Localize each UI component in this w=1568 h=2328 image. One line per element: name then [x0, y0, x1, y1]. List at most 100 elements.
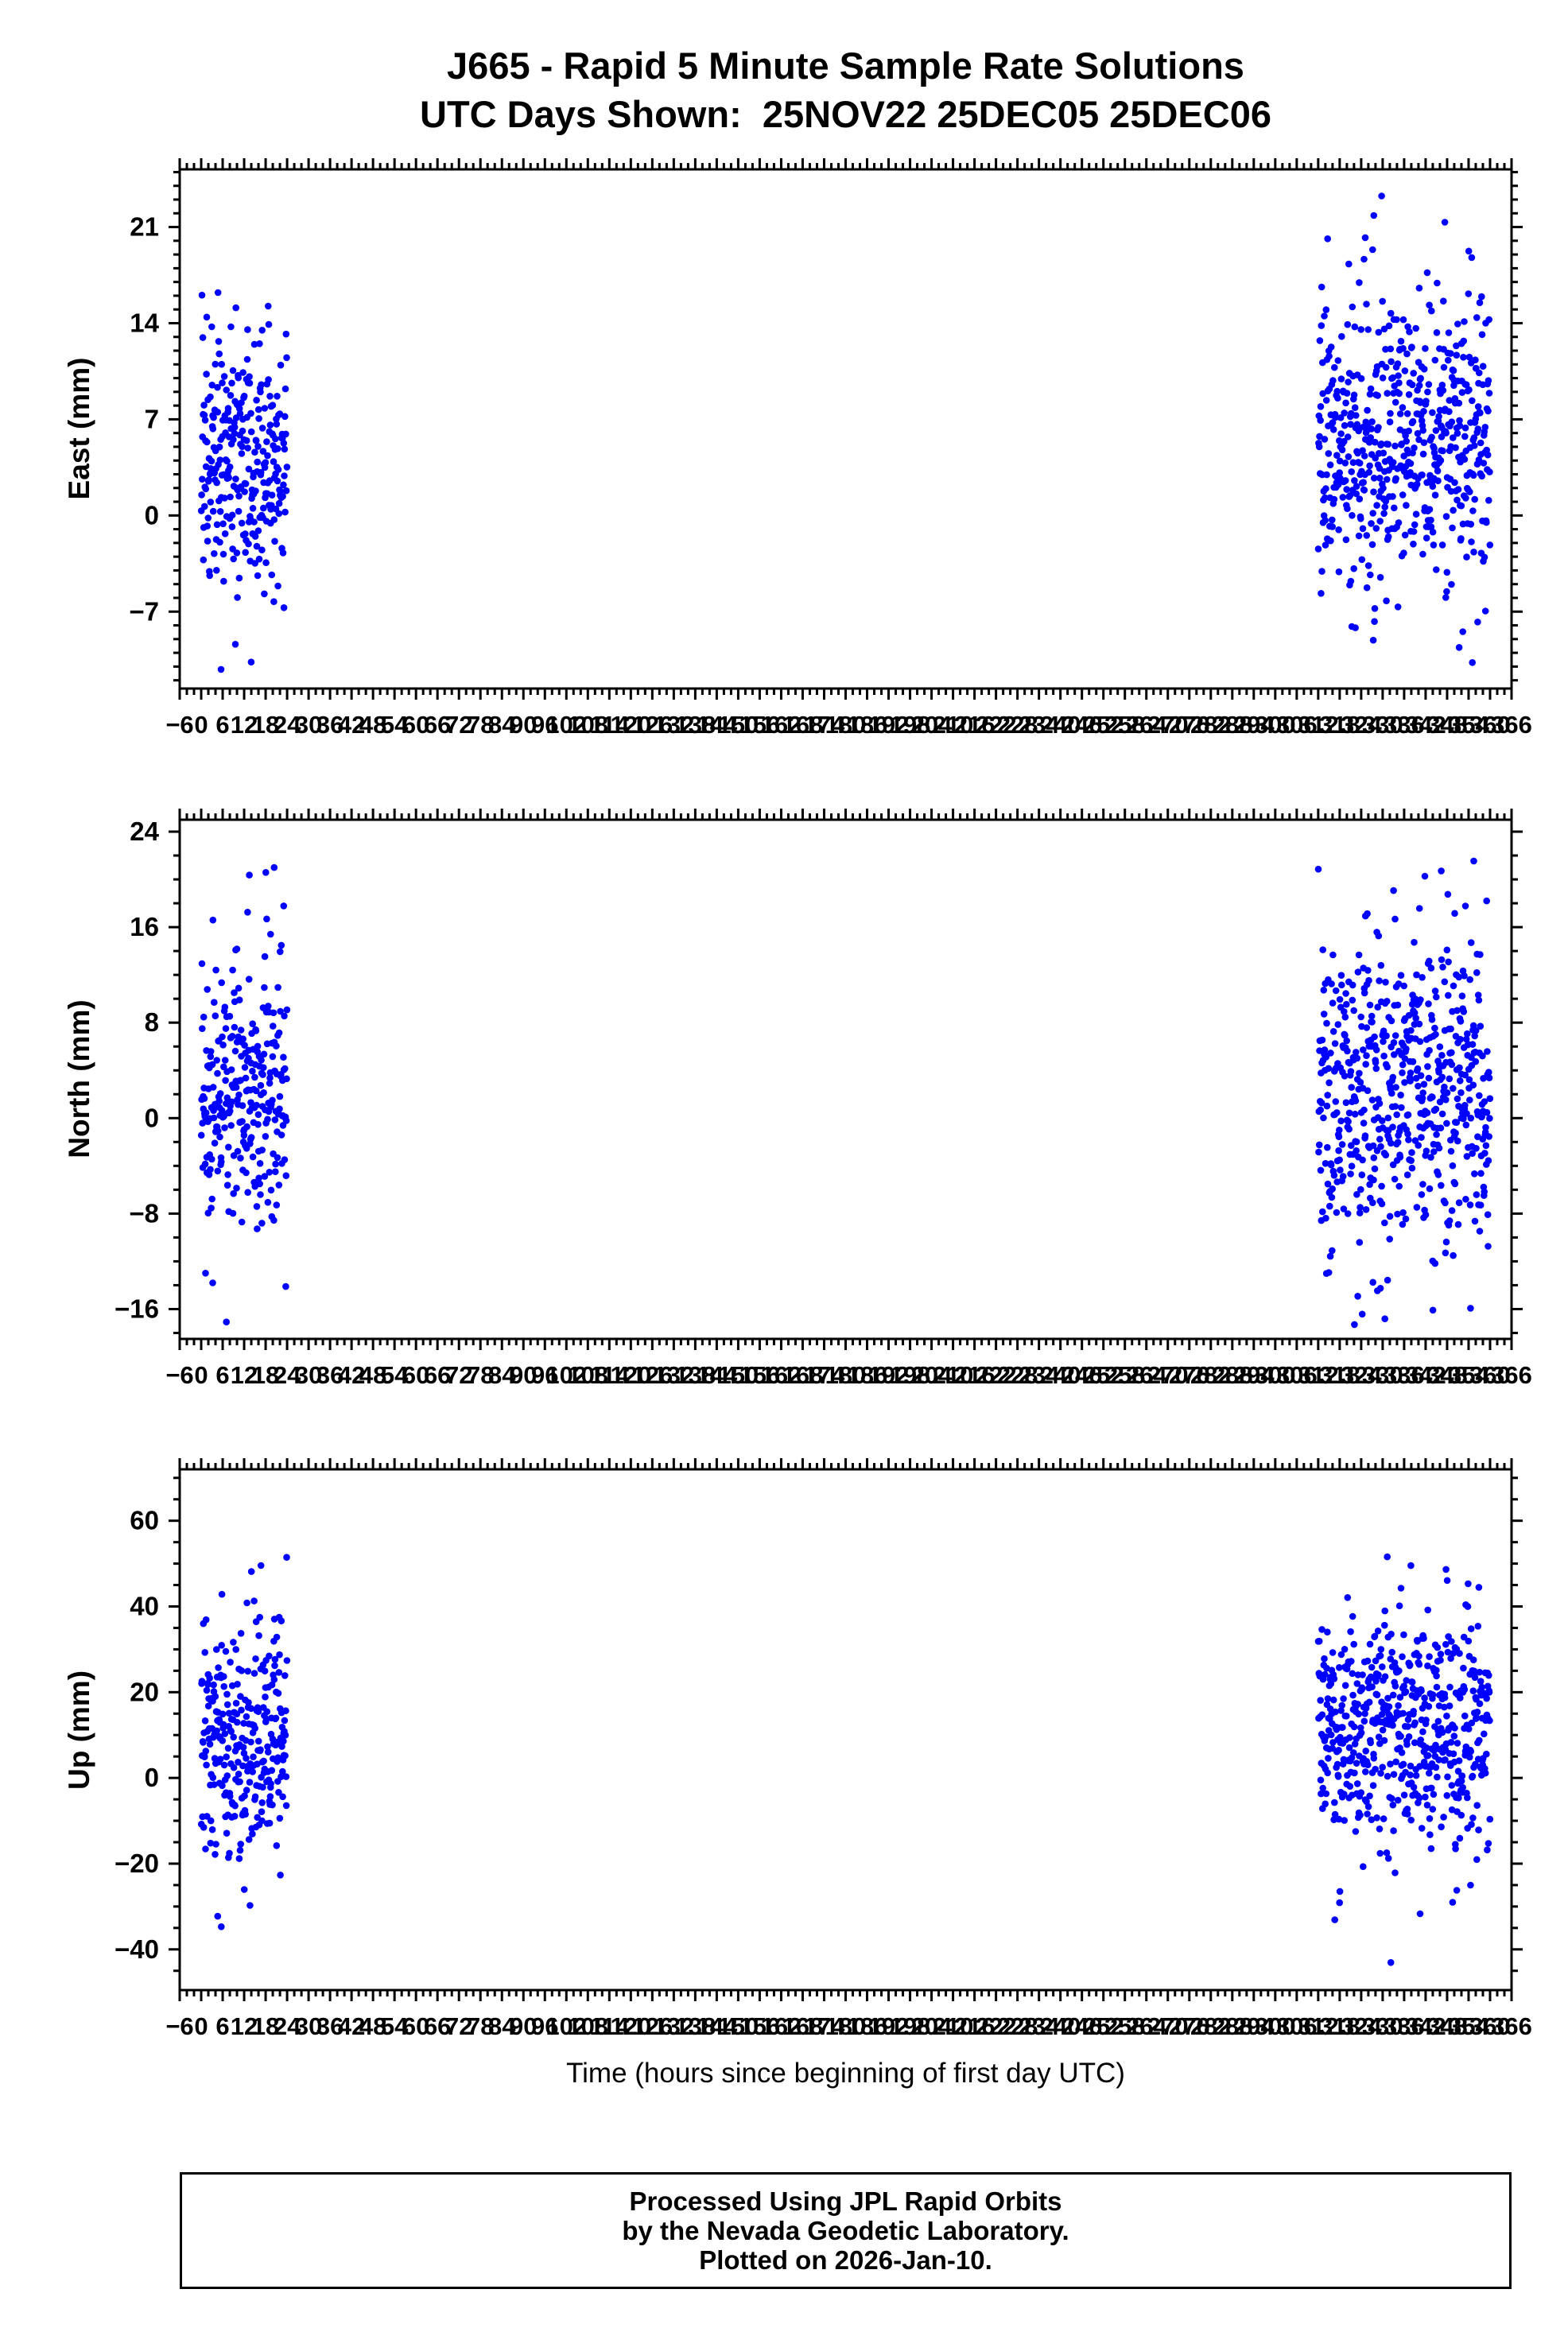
data-point	[1353, 1054, 1361, 1062]
data-point	[1486, 1717, 1493, 1725]
data-point	[223, 1829, 231, 1837]
data-point	[1358, 1171, 1366, 1178]
data-point	[1450, 367, 1457, 374]
data-point	[1336, 1127, 1343, 1134]
data-point	[1397, 1092, 1404, 1099]
data-point	[1363, 1052, 1370, 1059]
data-point	[1438, 1729, 1446, 1736]
x-tick-label: 240	[1040, 711, 1081, 739]
x-tick-label: 42	[338, 711, 365, 739]
data-point	[282, 1773, 290, 1780]
data-point	[1326, 1202, 1333, 1210]
data-point	[225, 1709, 233, 1717]
data-point	[1383, 1032, 1390, 1040]
data-point	[245, 540, 252, 548]
data-point	[1434, 468, 1442, 475]
data-point	[270, 516, 278, 523]
data-point	[212, 1841, 219, 1848]
data-point	[1324, 1695, 1332, 1702]
y-tick-label: −16	[114, 1294, 159, 1323]
data-point	[1430, 1791, 1438, 1798]
data-point	[1473, 1709, 1481, 1716]
data-point	[254, 1760, 261, 1767]
data-point	[239, 427, 246, 435]
data-point	[258, 1220, 266, 1227]
data-point	[1387, 309, 1395, 317]
data-point	[1386, 418, 1394, 425]
data-point	[1343, 1000, 1350, 1008]
x-tick-label: 276	[1169, 2012, 1210, 2040]
data-point	[1398, 1104, 1405, 1112]
x-tick-label: 360	[1469, 711, 1511, 739]
data-point	[1442, 1566, 1450, 1573]
x-tick-label: 126	[631, 711, 673, 739]
data-point	[1416, 1910, 1424, 1918]
data-point	[1473, 1191, 1481, 1198]
x-tick-label: 30	[295, 711, 322, 739]
x-tick-label: 294	[1233, 2012, 1275, 2040]
data-point	[1366, 1181, 1373, 1189]
data-point	[1419, 1089, 1426, 1096]
data-point	[1466, 1201, 1474, 1209]
data-point	[1430, 1148, 1438, 1155]
data-point	[283, 1554, 290, 1561]
plot-frame	[178, 168, 1513, 690]
data-point	[223, 1690, 231, 1698]
data-point	[1399, 1220, 1407, 1228]
data-point	[1341, 1073, 1349, 1080]
data-point	[1383, 597, 1390, 604]
data-point	[1325, 1269, 1333, 1276]
data-point	[1368, 520, 1375, 527]
data-point	[227, 1066, 235, 1073]
data-point	[1358, 556, 1366, 564]
data-point	[1357, 1724, 1364, 1732]
x-tick-label: 252	[1083, 1361, 1124, 1389]
data-point	[229, 966, 236, 974]
data-point	[1466, 488, 1473, 495]
data-point	[1369, 1278, 1376, 1286]
data-point	[1384, 1276, 1391, 1284]
data-point	[1429, 409, 1436, 417]
data-point	[1467, 1881, 1474, 1889]
data-point	[1318, 590, 1325, 597]
data-point	[1349, 1670, 1356, 1678]
data-point	[1316, 337, 1324, 344]
data-point	[219, 379, 226, 386]
data-point	[200, 1753, 208, 1760]
data-point	[1409, 417, 1417, 425]
data-point	[1395, 372, 1402, 379]
data-point	[256, 1180, 264, 1188]
data-point	[1351, 1769, 1358, 1777]
data-point	[218, 979, 226, 987]
data-point	[1319, 1784, 1326, 1792]
x-tick-label: 234	[1019, 711, 1060, 739]
data-point	[253, 1101, 260, 1109]
data-point	[266, 1080, 274, 1087]
x-tick-label: 318	[1319, 1361, 1360, 1389]
data-point	[1486, 1815, 1494, 1823]
data-point	[1439, 964, 1446, 971]
data-point	[1428, 1016, 1436, 1023]
data-point	[1469, 397, 1476, 405]
data-point	[1454, 496, 1461, 504]
data-point	[247, 409, 254, 417]
x-tick-label: 312	[1298, 1361, 1339, 1389]
data-point	[1370, 1176, 1377, 1184]
data-point	[1359, 525, 1367, 533]
x-tick-label: 180	[825, 711, 867, 739]
data-point	[1335, 1133, 1343, 1140]
data-point	[1473, 1145, 1480, 1152]
data-point	[1465, 290, 1473, 297]
data-point	[1355, 951, 1363, 959]
data-point	[1348, 1658, 1355, 1665]
data-point	[1407, 1562, 1415, 1569]
data-point	[1400, 1631, 1407, 1639]
data-point	[1315, 443, 1323, 451]
x-tick-label: 318	[1319, 711, 1360, 739]
data-point	[282, 1172, 290, 1179]
data-point	[1424, 1752, 1432, 1760]
data-point	[210, 413, 217, 421]
data-point	[234, 594, 241, 601]
data-point	[1376, 1849, 1384, 1857]
x-tick-label: 162	[761, 1361, 802, 1389]
